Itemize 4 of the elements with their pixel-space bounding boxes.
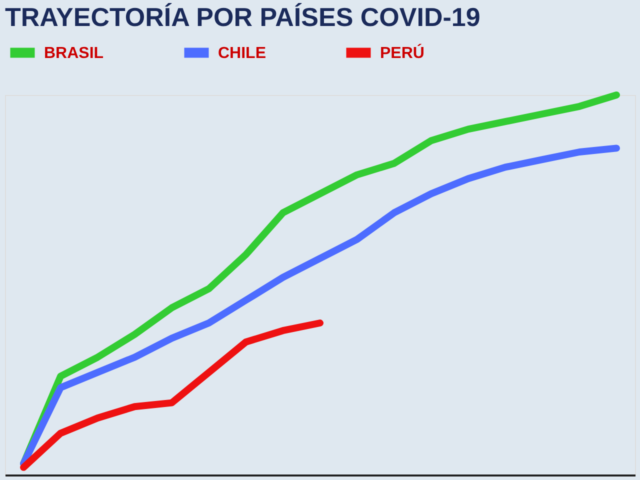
- chart-title: TRAYECTORÍA POR PAÍSES COVID-19: [5, 2, 480, 32]
- legend-label: CHILE: [218, 44, 266, 62]
- legend-label: BRASIL: [44, 44, 104, 62]
- legend-label: PERÚ: [380, 42, 424, 62]
